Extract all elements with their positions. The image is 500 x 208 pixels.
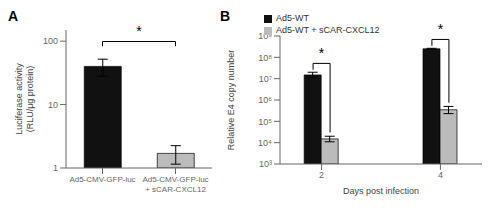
svg-text:Days post infection: Days post infection [343,186,419,196]
svg-text:10⁷: 10⁷ [259,74,272,84]
svg-text:10⁴: 10⁴ [258,138,272,148]
svg-text:1: 1 [53,163,58,173]
svg-text:10³: 10³ [259,159,272,169]
svg-text:Ad5-CMV-GFP-luc+ sCAR-CXCL12: Ad5-CMV-GFP-luc+ sCAR-CXCL12 [142,175,208,193]
svg-text:10⁹: 10⁹ [258,31,272,41]
svg-text:10⁵: 10⁵ [258,117,272,127]
svg-text:10⁸: 10⁸ [258,53,272,63]
svg-text:2: 2 [319,170,324,180]
svg-text:Relative E4 copy number: Relative E4 copy number [226,50,236,151]
svg-text:Ad5-CMV-GFP-luc: Ad5-CMV-GFP-luc [69,175,135,184]
svg-text:10: 10 [48,100,58,110]
svg-text:4: 4 [438,170,443,180]
svg-text:Luciferase activity: Luciferase activity [14,63,24,135]
svg-text:*: * [136,23,142,39]
html-text:Ad5-WT: Ad5-WT [276,13,309,23]
svg-text:10⁶: 10⁶ [258,95,272,105]
svg-text:(RLU/μg protein): (RLU/μg protein) [25,66,35,133]
svg-text:*: * [319,45,325,61]
html-text:Ad5-WT + sCAR-CXCL12: Ad5-WT + sCAR-CXCL12 [276,25,380,35]
html-text:B: B [220,8,231,24]
svg-text:100: 100 [43,36,58,46]
html-text:A: A [8,8,19,24]
svg-text:*: * [438,21,444,37]
